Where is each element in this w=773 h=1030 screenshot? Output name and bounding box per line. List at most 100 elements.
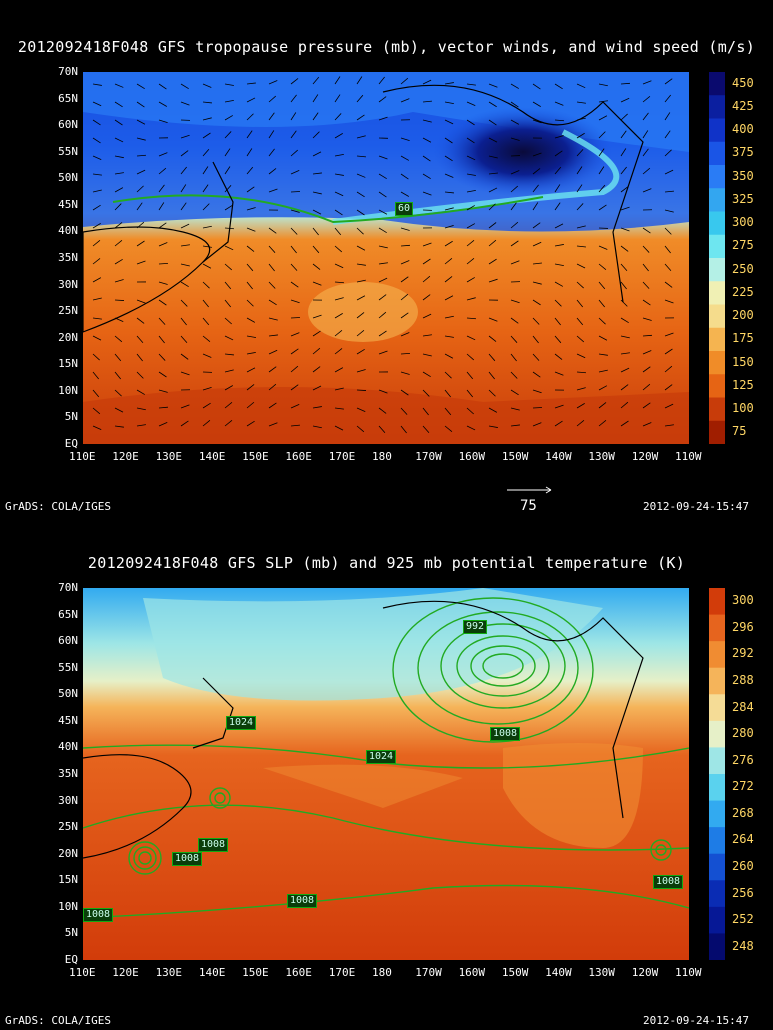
panel2-map: 992 1024 1024 1008 1008 1008 1008 1008 1008 xyxy=(83,588,689,960)
wind-vector xyxy=(158,167,167,175)
panel2-colorbar xyxy=(709,588,725,961)
lat-label: 55N xyxy=(58,144,78,158)
wind-vector xyxy=(576,245,586,248)
wind-vector xyxy=(246,97,256,103)
colorbar-label: 275 xyxy=(732,238,754,253)
wind-vector xyxy=(620,352,630,355)
wind-vector xyxy=(510,389,519,396)
colorbar-swatch xyxy=(709,165,725,189)
wind-vector xyxy=(378,191,387,198)
wind-vector xyxy=(180,83,189,90)
wind-vector xyxy=(114,239,123,247)
wind-vector xyxy=(158,371,167,378)
wind-vector xyxy=(202,117,212,121)
wind-vector xyxy=(642,350,652,355)
wind-vector xyxy=(400,244,411,247)
wind-vector xyxy=(312,172,322,175)
colorbar-swatch xyxy=(709,188,725,212)
wind-vector xyxy=(532,152,542,157)
wind-vector xyxy=(158,422,168,427)
lon-label: 130W xyxy=(588,450,615,463)
wind-vector xyxy=(378,209,388,215)
wind-vector xyxy=(488,258,497,265)
wind-vector xyxy=(378,227,387,234)
colorbar-label: 425 xyxy=(732,98,754,113)
wind-vector xyxy=(422,242,432,247)
lat-label: EQ xyxy=(64,953,78,966)
wind-vector xyxy=(92,239,101,247)
wind-vector xyxy=(576,149,584,157)
panel2-map-svg xyxy=(83,588,689,960)
wind-vector xyxy=(422,353,432,357)
wind-vector xyxy=(642,422,652,427)
lon-label: 140E xyxy=(198,966,226,979)
wind-vector xyxy=(312,112,319,121)
wind-vector xyxy=(422,313,432,319)
colorbar-swatch xyxy=(709,774,725,802)
lat-label: 50N xyxy=(58,687,78,701)
panel1-title: 2012092418F048 GFS tropopause pressure (… xyxy=(17,38,756,56)
wind-vector xyxy=(554,202,561,211)
lat-label: 10N xyxy=(58,383,78,397)
wind-vector xyxy=(378,155,388,160)
wind-vector xyxy=(664,299,674,304)
wind-vector xyxy=(158,119,168,124)
wind-vector xyxy=(488,335,497,342)
colorbar-label: 264 xyxy=(732,832,754,847)
wind-vector xyxy=(158,281,168,285)
wind-vector xyxy=(620,245,629,252)
wind-vector xyxy=(136,371,144,379)
vector-reference-arrow xyxy=(507,486,552,494)
wind-vector xyxy=(488,187,498,193)
wind-vector xyxy=(290,112,297,121)
wind-vector xyxy=(114,371,121,380)
wind-vector xyxy=(378,262,388,265)
wind-vector xyxy=(268,422,278,427)
wind-vector xyxy=(224,317,232,325)
lon-label: 160E xyxy=(285,966,312,979)
colorbar-label: 125 xyxy=(732,377,754,392)
colorbar-label: 100 xyxy=(732,401,754,416)
wind-vector xyxy=(466,353,475,361)
wind-vector xyxy=(180,335,188,343)
colorbar-label: 250 xyxy=(732,261,754,276)
wind-vector xyxy=(598,385,608,391)
wind-vector xyxy=(158,262,169,265)
wind-vector xyxy=(290,94,297,103)
wind-vector xyxy=(246,317,256,323)
lon-label: 170W xyxy=(415,966,442,979)
wind-vector xyxy=(136,389,145,395)
wind-vector xyxy=(642,245,650,253)
wind-vector xyxy=(444,371,452,379)
wind-vector xyxy=(224,299,232,308)
slp-contour-label: 1008 xyxy=(287,894,318,908)
wind-vector xyxy=(246,227,256,232)
wind-vector xyxy=(576,403,585,409)
wind-vector xyxy=(488,119,497,126)
wind-vector xyxy=(136,169,146,175)
wind-vector xyxy=(532,371,541,378)
wind-vector xyxy=(378,173,387,180)
slp-contour-label: 1008 xyxy=(172,852,203,866)
wind-vector xyxy=(444,101,454,105)
wind-vector xyxy=(334,209,343,216)
wind-vector xyxy=(356,348,365,355)
wind-vector xyxy=(114,187,124,193)
wind-vector xyxy=(422,100,432,103)
wind-vector xyxy=(532,101,541,107)
wind-vector xyxy=(356,312,365,319)
lat-label: 20N xyxy=(58,330,78,344)
wind-vector xyxy=(92,223,101,229)
wind-vector xyxy=(180,404,190,409)
wind-vector xyxy=(202,101,212,104)
wind-vector xyxy=(422,389,430,397)
wind-vector xyxy=(554,184,561,193)
wind-vector xyxy=(598,299,605,308)
wind-vector xyxy=(510,317,519,324)
lat-label: 60N xyxy=(58,634,78,648)
wind-vector xyxy=(664,169,674,175)
wind-vector xyxy=(444,240,453,247)
wind-vector xyxy=(312,314,322,319)
wind-vector xyxy=(576,101,586,104)
wind-vector xyxy=(444,295,454,301)
